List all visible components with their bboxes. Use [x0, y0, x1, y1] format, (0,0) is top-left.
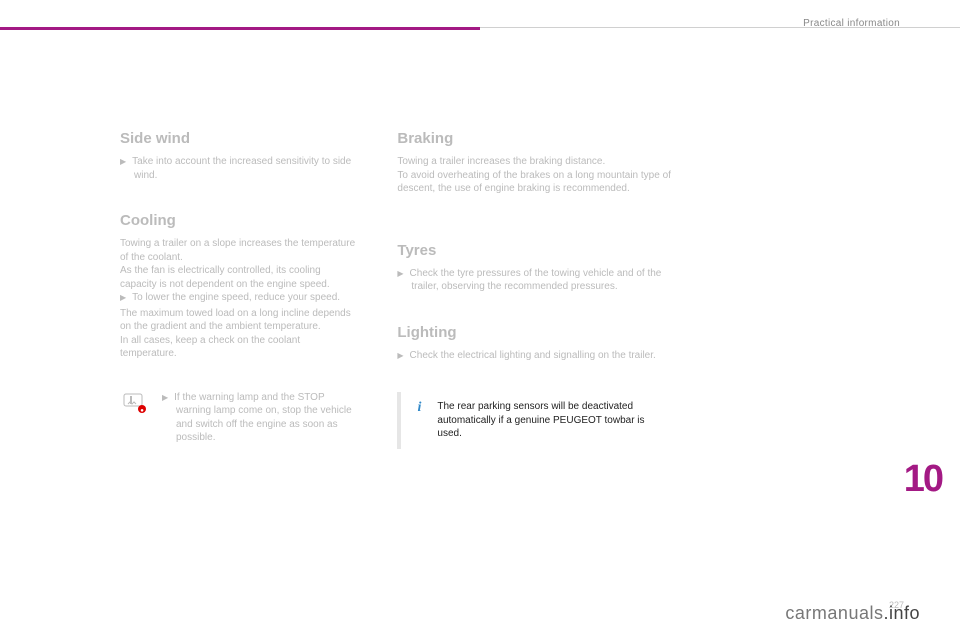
info-text: The rear parking sensors will be deactiv…	[437, 400, 667, 441]
lighting-bullet: Check the electrical lighting and signal…	[397, 349, 677, 363]
bullet-sidewind: Take into account the increased sensitiv…	[120, 155, 357, 182]
svg-text:●: ●	[140, 408, 144, 414]
info-icon: i	[411, 400, 427, 416]
page-content: Side wind Take into account the increase…	[120, 130, 900, 449]
footer-part2: .info	[883, 603, 920, 623]
cooling-bullet: To lower the engine speed, reduce your s…	[120, 291, 357, 305]
footer-watermark: carmanuals.info	[785, 603, 920, 624]
heading-sidewind: Side wind	[120, 130, 357, 147]
thermometer-warning-icon: ●	[120, 391, 152, 417]
heading-lighting: Lighting	[397, 324, 677, 341]
warning-block: ● If the warning lamp and the STOP warni…	[120, 391, 357, 447]
block-braking: Braking Towing a trailer increases the b…	[397, 130, 677, 196]
footer-part1: carmanuals	[785, 603, 883, 623]
column-right	[717, 130, 900, 449]
info-box: i The rear parking sensors will be deact…	[397, 392, 677, 449]
braking-p1: Towing a trailer increases the braking d…	[397, 155, 677, 169]
section-title: Practical information	[803, 18, 900, 29]
block-lighting: Lighting Check the electrical lighting a…	[397, 324, 677, 363]
block-sidewind: Side wind Take into account the increase…	[120, 130, 357, 182]
block-cooling: Cooling Towing a trailer on a slope incr…	[120, 212, 357, 361]
header-divider-accent	[0, 27, 480, 30]
cooling-p2: As the fan is electrically controlled, i…	[120, 264, 357, 291]
warning-text: If the warning lamp and the STOP warning…	[162, 391, 357, 445]
cooling-p3: The maximum towed load on a long incline…	[120, 307, 357, 334]
tyres-bullet: Check the tyre pressures of the towing v…	[397, 267, 677, 294]
cooling-p4: In all cases, keep a check on the coolan…	[120, 334, 357, 361]
column-left: Side wind Take into account the increase…	[120, 130, 357, 449]
block-tyres: Tyres Check the tyre pressures of the to…	[397, 242, 677, 294]
heading-tyres: Tyres	[397, 242, 677, 259]
heading-braking: Braking	[397, 130, 677, 147]
chapter-number: 10	[904, 458, 942, 501]
braking-p2: To avoid overheating of the brakes on a …	[397, 169, 677, 196]
cooling-p1: Towing a trailer on a slope increases th…	[120, 237, 357, 264]
heading-cooling: Cooling	[120, 212, 357, 229]
column-middle: Braking Towing a trailer increases the b…	[397, 130, 677, 449]
